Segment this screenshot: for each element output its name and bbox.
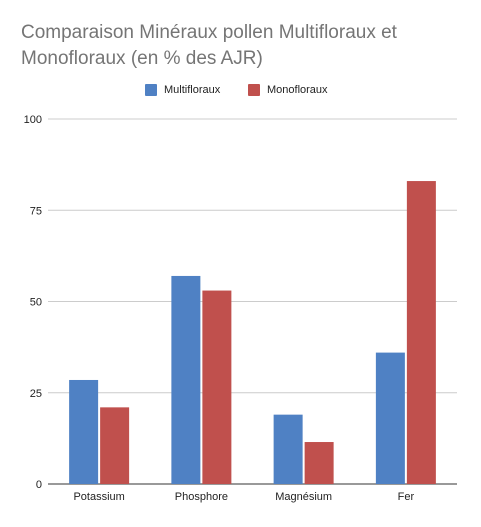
bar-multifloraux-fer xyxy=(375,352,405,484)
bar-multifloraux-potassium xyxy=(69,379,99,484)
y-tick-label-25: 25 xyxy=(30,388,42,400)
chart-legend: Multifloraux Monofloraux xyxy=(0,81,481,99)
legend-label-multifloraux: Multifloraux xyxy=(164,84,221,96)
y-tick-label-0: 0 xyxy=(36,479,42,491)
legend-item-monofloraux: Monofloraux xyxy=(248,81,328,99)
bar-monofloraux-potassium xyxy=(100,407,130,484)
bar-monofloraux-fer xyxy=(406,181,436,485)
legend-label-monofloraux: Monofloraux xyxy=(267,84,328,96)
bar-monofloraux-magnésium xyxy=(304,442,334,484)
bar-multifloraux-magnésium xyxy=(273,414,303,484)
bar-monofloraux-phosphore xyxy=(202,290,232,484)
y-tick-label-100: 100 xyxy=(24,114,42,126)
x-tick-label-potassium: Potassium xyxy=(73,491,124,503)
legend-swatch-monofloraux xyxy=(248,84,260,96)
chart-title: Comparaison Minéraux pollen Multifloraux… xyxy=(21,22,397,69)
x-tick-label-magnésium: Magnésium xyxy=(275,491,332,503)
x-tick-label-fer: Fer xyxy=(398,491,415,503)
legend-item-multifloraux: Multifloraux xyxy=(145,81,220,99)
bar-multifloraux-phosphore xyxy=(171,275,201,484)
legend-swatch-multifloraux xyxy=(145,84,157,96)
x-tick-label-phosphore: Phosphore xyxy=(175,491,228,503)
y-tick-label-50: 50 xyxy=(30,297,42,309)
y-tick-label-75: 75 xyxy=(30,205,42,217)
